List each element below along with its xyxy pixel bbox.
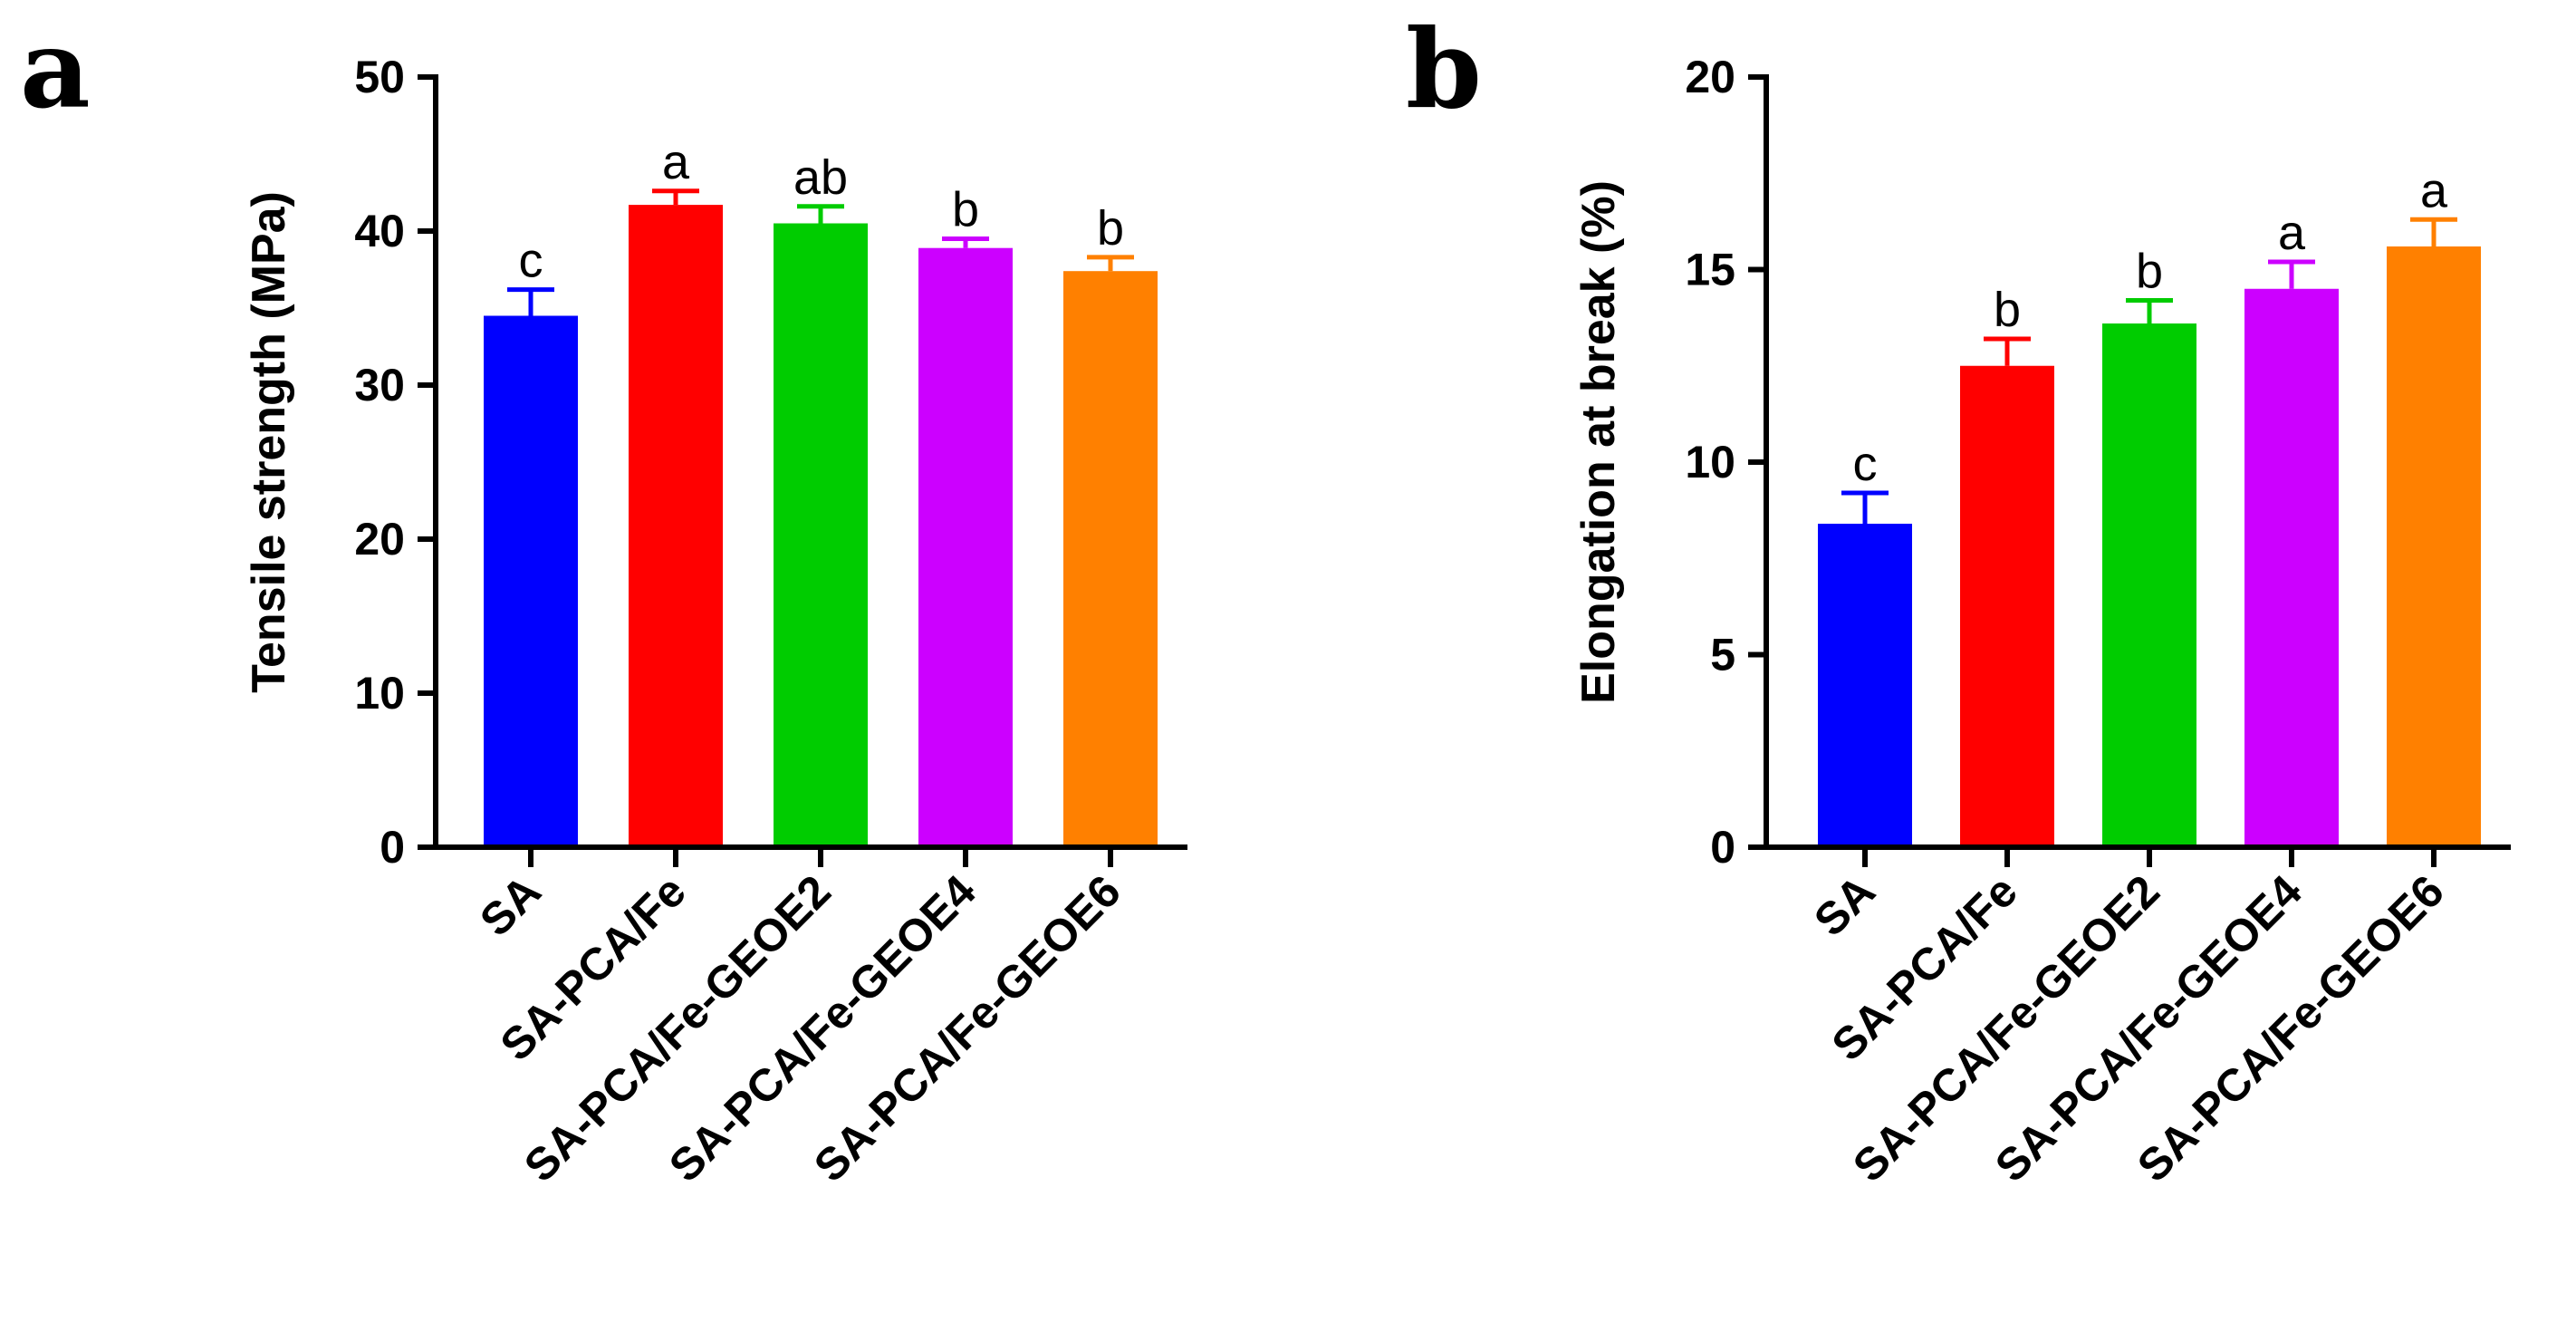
panel-a-significance-labels: c a ab b b (519, 135, 1125, 288)
bar-4 (918, 247, 1013, 847)
bar-4 (2244, 288, 2339, 847)
significance-label-4: b (952, 183, 979, 237)
y-tick-label-4: 15 (1685, 245, 1735, 295)
y-tick-label-5: 20 (1685, 52, 1735, 102)
x-tick-label-1: SA (1804, 865, 1885, 946)
panel-a-x-tick-labels: SASA-PCA/FeSA-PCA/Fe-GEOE2SA-PCA/Fe-GEOE… (470, 847, 1130, 1192)
bar-2 (1960, 365, 2054, 847)
panel-b-error-bars (1841, 217, 2457, 524)
significance-label-5: b (1097, 201, 1124, 256)
significance-label-3: ab (793, 150, 848, 205)
panel-b-significance-labels: c b b a a (1853, 163, 2448, 491)
y-tick-label-6: 50 (354, 52, 405, 102)
panel-a-bars (484, 205, 1158, 848)
bar-5 (1063, 271, 1158, 847)
y-tick-label-4: 30 (354, 360, 405, 410)
bar-5 (2387, 246, 2481, 847)
panel-a-error-bars (507, 188, 1134, 316)
panel-a-y-ticks: 0 10 20 30 40 50 (354, 52, 436, 873)
panel-b-chart: b Elongation at break (%) c b b a a 0 5 10 15 20… (1406, 5, 2511, 1192)
significance-label-1: c (519, 234, 543, 288)
panel-b-bars (1818, 246, 2481, 847)
y-tick-label-1: 0 (1710, 822, 1735, 873)
panel-a-chart: a Tensile strength (MPa) c a ab b b 0 10 20 30 4… (20, 5, 1187, 1192)
bar-2 (629, 205, 723, 848)
bar-3 (2102, 323, 2196, 847)
y-tick-label-1: 0 (380, 822, 405, 873)
y-tick-label-2: 10 (354, 668, 405, 719)
y-tick-label-2: 5 (1710, 630, 1735, 680)
bar-3 (774, 223, 868, 847)
panel-a-letter: a (20, 5, 91, 133)
panel-b-y-ticks: 0 5 10 15 20 (1685, 52, 1766, 873)
significance-label-2: a (662, 135, 690, 189)
significance-label-3: b (2136, 245, 2163, 299)
panel-b-letter: b (1406, 5, 1482, 133)
significance-label-4: a (2278, 206, 2306, 260)
panel-a-axes (433, 74, 1187, 850)
significance-label-2: b (1994, 283, 2021, 337)
significance-label-5: a (2420, 163, 2448, 217)
panel-b-y-axis-title: Elongation at break (%) (1572, 180, 1625, 704)
y-tick-label-3: 20 (354, 514, 405, 565)
x-tick-label-1: SA (470, 865, 551, 946)
panel-a-y-axis-title: Tensile strength (MPa) (243, 191, 295, 693)
bar-1 (1818, 524, 1912, 847)
panel-b-x-tick-labels: SASA-PCA/FeSA-PCA/Fe-GEOE2SA-PCA/Fe-GEOE… (1804, 847, 2454, 1192)
y-tick-label-5: 40 (354, 206, 405, 256)
y-tick-label-3: 10 (1685, 437, 1735, 487)
significance-label-1: c (1853, 437, 1878, 491)
bar-1 (484, 315, 578, 847)
